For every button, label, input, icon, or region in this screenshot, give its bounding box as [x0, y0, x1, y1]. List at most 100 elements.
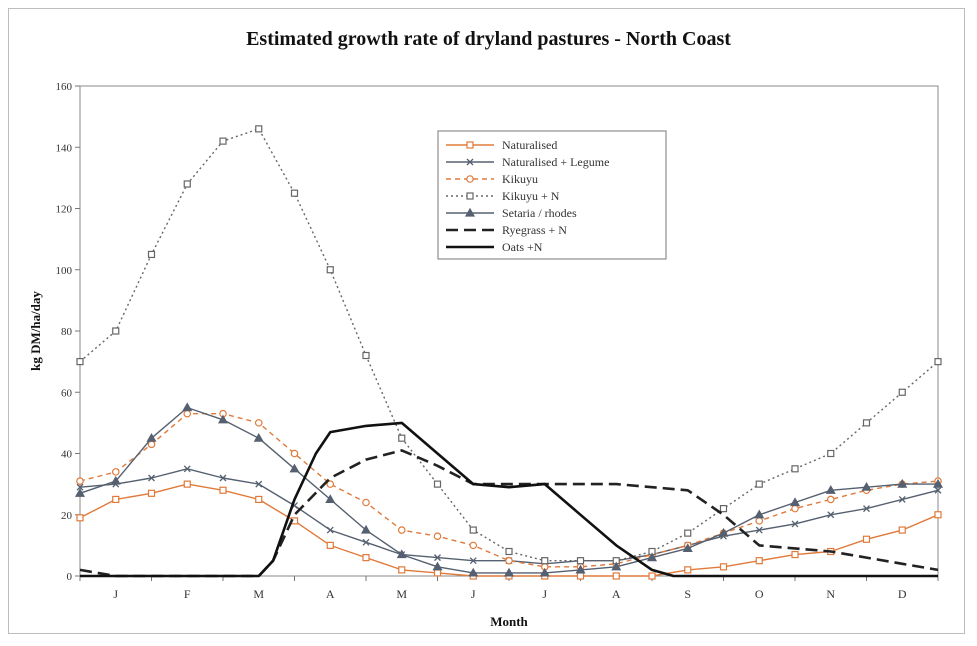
data-point: [76, 483, 84, 491]
y-tick-label: 100: [56, 265, 73, 277]
data-point: [360, 524, 372, 534]
series-group: [76, 125, 942, 565]
legend-label: Ryegrass + N: [502, 223, 567, 237]
data-point: [934, 486, 942, 494]
series-line: [80, 421, 938, 578]
data-point: [398, 434, 406, 442]
data-point: [147, 440, 156, 449]
x-tick-label: M: [396, 587, 407, 601]
series-layer: [74, 125, 944, 580]
legend-box: [437, 130, 667, 260]
data-point: [396, 549, 407, 559]
data-point: [791, 550, 799, 559]
x-tick-label: S: [684, 587, 691, 601]
y-tick-label: 60: [61, 387, 73, 399]
data-point: [469, 526, 477, 534]
data-point: [934, 511, 942, 519]
data-point: [432, 561, 443, 571]
data-point: [326, 266, 334, 274]
data-point: [791, 465, 799, 473]
data-point: [648, 572, 656, 580]
data-point: [397, 526, 406, 534]
data-point: [719, 563, 728, 571]
data-point: [219, 474, 227, 482]
data-point: [362, 498, 370, 507]
data-point: [464, 207, 476, 217]
data-point: [863, 505, 870, 513]
data-point: [112, 495, 120, 504]
data-point: [326, 526, 334, 534]
data-point: [755, 480, 763, 488]
data-point: [505, 556, 513, 565]
legend-label: Kikuyu + N: [502, 189, 560, 203]
chart-title: Estimated growth rate of dryland pasture…: [246, 28, 731, 50]
data-point: [434, 554, 441, 562]
data-point: [362, 554, 370, 562]
data-point: [76, 514, 84, 522]
data-point: [861, 481, 872, 491]
data-point: [682, 543, 693, 553]
y-axis-title: kg DM/ha/day: [28, 291, 43, 371]
data-point: [148, 474, 155, 482]
data-point: [74, 488, 86, 497]
y-tick-label: 20: [61, 510, 73, 522]
data-point: [791, 520, 799, 528]
data-point: [147, 250, 156, 259]
data-point: [898, 388, 906, 396]
data-point: [646, 552, 658, 562]
data-point: [219, 137, 227, 145]
data-point: [755, 517, 764, 525]
data-point: [183, 465, 191, 473]
data-point: [612, 572, 620, 580]
data-point: [110, 475, 121, 485]
data-point: [898, 526, 906, 534]
data-point: [466, 192, 474, 200]
data-point: [684, 566, 692, 574]
data-point: [147, 489, 156, 497]
data-point: [898, 495, 906, 503]
data-point: [826, 495, 835, 504]
x-tick-label: O: [755, 587, 764, 601]
data-point: [469, 541, 478, 550]
x-tick-label: N: [826, 587, 835, 601]
x-axis-title: Month: [490, 614, 528, 629]
x-tick-label: A: [326, 587, 335, 601]
data-point: [219, 486, 227, 494]
data-point: [111, 468, 120, 476]
data-point: [112, 327, 120, 335]
data-point: [289, 463, 300, 473]
data-point: [326, 480, 335, 488]
legend: Naturalised Naturalised + Legume Kikuyu Kik…: [437, 130, 667, 260]
data-point: [466, 158, 474, 166]
data-point: [76, 477, 84, 485]
data-point: [183, 480, 191, 488]
data-point: [469, 557, 477, 565]
data-point: [789, 497, 801, 507]
data-point: [255, 125, 263, 133]
data-point: [827, 511, 835, 519]
data-point: [183, 409, 192, 418]
x-tick-label: J: [542, 587, 547, 601]
data-point: [719, 505, 728, 513]
x-tick-label: A: [612, 587, 621, 601]
data-point: [755, 557, 763, 565]
data-point: [827, 449, 835, 458]
data-point: [718, 527, 729, 537]
data-point: [539, 567, 550, 577]
legend-label: Naturalised: [502, 138, 557, 152]
y-tick-label: 160: [56, 81, 73, 93]
data-point: [362, 351, 370, 360]
data-point: [146, 432, 157, 442]
data-point: [398, 566, 406, 574]
y-tick-label: 120: [56, 204, 73, 216]
data-point: [576, 557, 585, 565]
data-point: [611, 561, 622, 571]
series-group: [74, 402, 944, 577]
data-point: [754, 509, 765, 519]
data-point: [183, 180, 191, 188]
data-point: [254, 419, 263, 427]
x-tick-label: M: [253, 587, 264, 601]
data-point: [897, 478, 908, 488]
data-point: [684, 529, 692, 537]
